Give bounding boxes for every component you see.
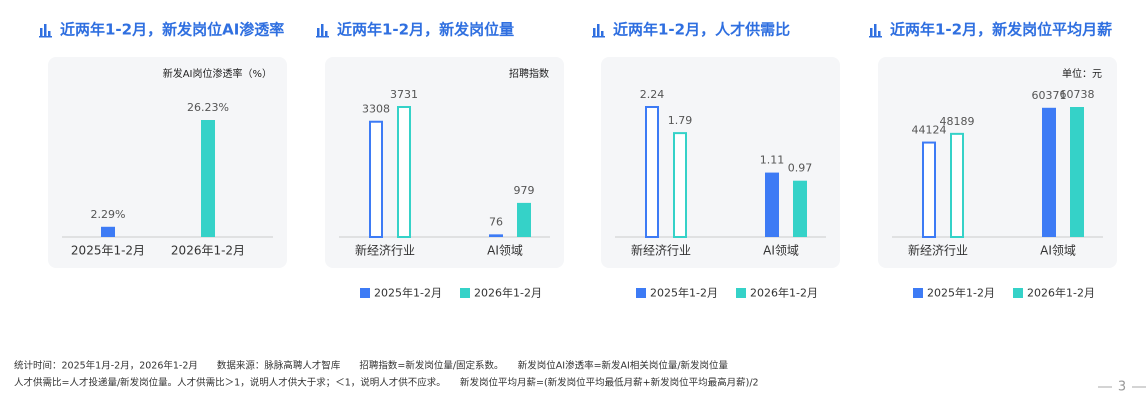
legend-label: 2026年1-2月 [750,286,818,300]
footnote: 统计时间：2025年1月-2月，2026年1-2月 数据来源：脉脉高聘人才智库 … [14,360,729,372]
unit-label: 新发AI岗位渗透率（%） [163,67,272,80]
title-icon [874,24,877,36]
legend-label: 2026年1-2月 [1027,286,1095,300]
bar [1042,107,1056,237]
legend-label: 2025年1-2月 [650,286,718,300]
x-tick-label: 新经济行业 [631,243,691,258]
title-icon [40,28,43,36]
legend-swatch [460,288,470,298]
title-icon [593,28,596,36]
bar [673,132,687,238]
panel [878,57,1117,268]
chart-title: 近两年1-2月，人才供需比 [613,21,790,39]
title-icon [592,36,605,38]
title-icon [317,28,320,36]
bar [369,120,383,238]
legend-label: 2025年1-2月 [374,286,442,300]
legend-label: 2026年1-2月 [474,286,542,300]
value-label: 2.24 [640,88,665,101]
title-icon [48,31,51,36]
bar [397,106,411,238]
bar [101,226,115,237]
value-label: 60738 [1060,88,1095,101]
title-icon [44,24,47,36]
legend-swatch [636,288,646,298]
title-icon [39,36,52,38]
x-tick-label: 2025年1-2月 [71,244,145,258]
x-tick-label: 2026年1-2月 [171,244,245,258]
value-label: 2.29% [91,208,126,221]
value-label: 0.97 [788,162,813,175]
bar [489,234,503,237]
bar [765,172,779,237]
title-icon [597,24,600,36]
value-label: 48189 [940,115,975,128]
legend-label: 2025年1-2月 [927,286,995,300]
value-label: 3308 [362,103,390,116]
bar [793,180,807,237]
title-icon [870,28,873,36]
legend-swatch [360,288,370,298]
legend-swatch [1013,288,1023,298]
title-icon [869,36,882,38]
panel [48,57,287,268]
title-icon [325,31,328,36]
title-icon [321,24,324,36]
bar [922,141,936,238]
chart-title: 近两年1-2月，新发岗位量 [337,21,514,39]
chart-title: 近两年1-2月，新发岗位平均月薪 [890,21,1112,39]
bar [517,202,531,237]
value-label: 76 [489,215,503,228]
unit-label: 招聘指数 [509,67,549,80]
value-label: 979 [514,184,535,197]
bar [950,132,964,238]
panel [601,57,840,268]
title-icon [878,31,881,36]
legend-swatch [913,288,923,298]
panel [325,57,564,268]
x-tick-label: AI领域 [763,244,799,258]
title-icon [601,31,604,36]
bar [201,120,215,237]
value-label: 26.23% [187,101,229,114]
value-label: 44124 [912,124,947,137]
title-icon [316,36,329,38]
value-label: 60371 [1032,89,1067,102]
bar [645,106,659,238]
value-label: 3731 [390,88,418,101]
x-tick-label: AI领域 [487,244,523,258]
bar [1070,107,1084,237]
unit-label: 单位：元 [1062,67,1102,80]
x-tick-label: AI领域 [1040,244,1076,258]
chart-title: 近两年1-2月，新发岗位AI渗透率 [60,21,284,39]
legend-swatch [736,288,746,298]
value-label: 1.79 [668,114,693,127]
value-label: 1.11 [760,154,785,167]
x-tick-label: 新经济行业 [908,243,968,258]
x-tick-label: 新经济行业 [355,243,415,258]
footnote: 人才供需比=人才投递量/新发岗位量。人才供需比＞1，说明人才供大于求；＜1，说明… [14,377,759,389]
page-number: 3 [1118,380,1126,395]
